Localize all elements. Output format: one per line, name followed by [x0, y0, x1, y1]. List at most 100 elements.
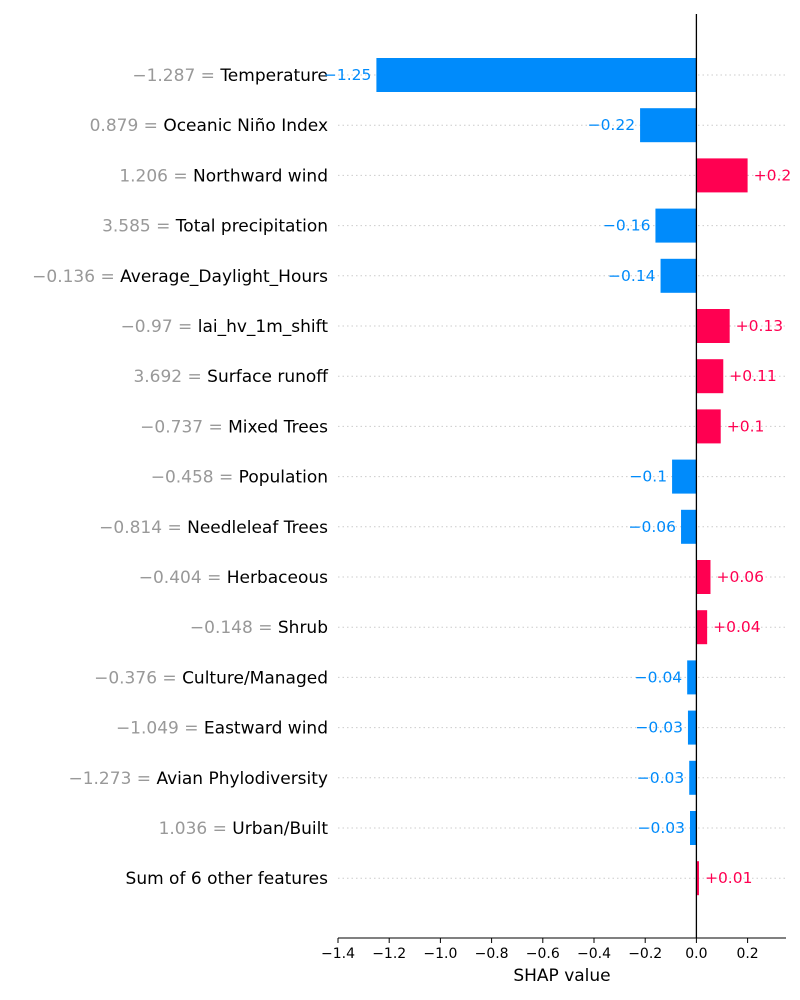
feature-name-text: Eastward wind [204, 719, 328, 739]
bar-value-label: −0.03 [638, 819, 686, 837]
feature-value-text: 0.879 = [90, 116, 164, 136]
feature-label: −0.737 = Mixed Trees [140, 417, 328, 437]
feature-label: 0.879 = Oceanic Niño Index [90, 116, 328, 136]
feature-name-text: Northward wind [193, 166, 328, 186]
feature-name-text: Total precipitation [175, 217, 328, 237]
bar-value-label: +0.06 [716, 568, 764, 586]
feature-value-text: −0.97 = [121, 317, 198, 337]
grid-layer [338, 74, 786, 879]
positive-bar [696, 158, 748, 193]
feature-label: −0.148 = Shrub [190, 618, 328, 638]
x-axis-label: SHAP value [513, 966, 610, 986]
feature-label: −0.404 = Herbaceous [139, 568, 328, 588]
feature-label: 1.036 = Urban/Built [159, 819, 329, 839]
feature-name-text: Population [239, 468, 328, 488]
feature-value-text: −0.136 = [32, 267, 120, 287]
feature-value-text: −1.049 = [116, 719, 204, 739]
bar-value-label: −0.06 [629, 518, 677, 536]
positive-bar [696, 861, 699, 896]
bar-layer [376, 58, 748, 896]
negative-bar [681, 509, 697, 544]
feature-value-text: −0.737 = [140, 417, 228, 437]
x-tick-label: −0.4 [577, 946, 611, 962]
feature-name-text: Avian Phylodiversity [156, 769, 328, 789]
feature-value-text: −1.287 = [132, 66, 220, 86]
positive-bar [696, 359, 724, 394]
feature-value-text: 3.692 = [133, 367, 207, 387]
x-axis-ticks: −1.4 −1.2 −1.0 −0.8 −0.6 −0.4 −0.2 0.0 0.2 [321, 938, 759, 962]
feature-value-text: 1.206 = [119, 166, 193, 186]
bar-value-label: −0.16 [603, 217, 651, 235]
x-tick-label: 0.2 [736, 946, 758, 962]
feature-name-text: Sum of 6 other features [126, 869, 329, 889]
negative-bar [687, 660, 697, 695]
feature-label: −1.273 = Avian Phylodiversity [68, 769, 328, 789]
x-tick-label: −0.2 [628, 946, 662, 962]
label-layer: −1.287 = Temperature−1.25 0.879 = Oceanic… [32, 66, 791, 889]
positive-bar [696, 560, 711, 594]
bar-value-label: +0.13 [736, 317, 784, 335]
feature-label: −1.287 = Temperature [132, 66, 328, 86]
bar-value-label: −0.14 [608, 267, 656, 285]
feature-value-text: −0.814 = [99, 518, 187, 538]
feature-label: −0.136 = Average_Daylight_Hours [32, 267, 328, 287]
feature-name-text: Needleleaf Trees [187, 518, 328, 538]
feature-value-text: −0.458 = [151, 468, 239, 488]
x-tick-label: −1.0 [423, 946, 457, 962]
positive-bar [696, 610, 708, 645]
bar-value-label: +0.01 [705, 869, 753, 887]
feature-label: 3.585 = Total precipitation [102, 217, 328, 237]
feature-label: −1.049 = Eastward wind [116, 719, 328, 739]
feature-label: 1.206 = Northward wind [119, 166, 328, 186]
bar-value-label: +0.04 [713, 618, 761, 636]
bar-value-label: −0.04 [635, 668, 683, 686]
bar-value-label: −0.22 [588, 116, 636, 134]
feature-value-text: −0.404 = [139, 568, 227, 588]
feature-label: −0.97 = lai_hv_1m_shift [121, 317, 329, 337]
feature-value-text: −0.148 = [190, 618, 278, 638]
bar-value-label: −0.03 [637, 769, 685, 787]
feature-name-text: Oceanic Niño Index [163, 116, 328, 136]
negative-bar [690, 811, 697, 845]
negative-bar [655, 208, 697, 243]
negative-bar [640, 108, 697, 143]
feature-label: 3.692 = Surface runoff [133, 367, 329, 387]
feature-label: −0.814 = Needleleaf Trees [99, 518, 328, 538]
feature-label: −0.376 = Culture/Managed [94, 668, 328, 688]
feature-value-text: −1.273 = [68, 769, 156, 789]
feature-value-text: −0.376 = [94, 668, 182, 688]
x-tick-label: −1.2 [372, 946, 406, 962]
feature-value-text: 3.585 = [102, 217, 176, 237]
positive-bar [696, 309, 730, 343]
negative-bar [687, 710, 697, 745]
x-tick-label: −0.8 [475, 946, 509, 962]
feature-name-text: Urban/Built [232, 819, 328, 839]
bar-value-label: −1.25 [324, 66, 372, 84]
bar-value-label: +0.1 [727, 417, 765, 435]
x-tick-label: −0.6 [526, 946, 560, 962]
feature-label: Sum of 6 other features [126, 869, 329, 889]
feature-name-text: Shrub [278, 618, 328, 638]
bar-value-label: +0.11 [729, 367, 777, 385]
feature-label: −0.458 = Population [151, 468, 328, 488]
feature-value-text: 1.036 = [159, 819, 233, 839]
feature-name-text: Culture/Managed [182, 668, 328, 688]
x-tick-label: −1.4 [321, 946, 355, 962]
feature-name-text: Average_Daylight_Hours [120, 267, 328, 287]
negative-bar [376, 58, 697, 92]
bar-value-label: −0.1 [629, 468, 667, 486]
feature-name-text: Surface runoff [207, 367, 329, 387]
bar-value-label: +0.2 [754, 166, 792, 184]
positive-bar [696, 409, 721, 444]
feature-name-text: Herbaceous [227, 568, 328, 588]
feature-name-text: Temperature [219, 66, 328, 86]
axis-layer: −1.4 −1.2 −1.0 −0.8 −0.6 −0.4 −0.2 0.0 0.2 SHAP … [321, 14, 786, 986]
bar-value-label: −0.03 [635, 719, 683, 737]
negative-bar [672, 459, 697, 494]
negative-bar [689, 760, 697, 795]
feature-name-text: lai_hv_1m_shift [198, 317, 329, 337]
negative-bar [660, 258, 697, 293]
feature-name-text: Mixed Trees [228, 417, 328, 437]
